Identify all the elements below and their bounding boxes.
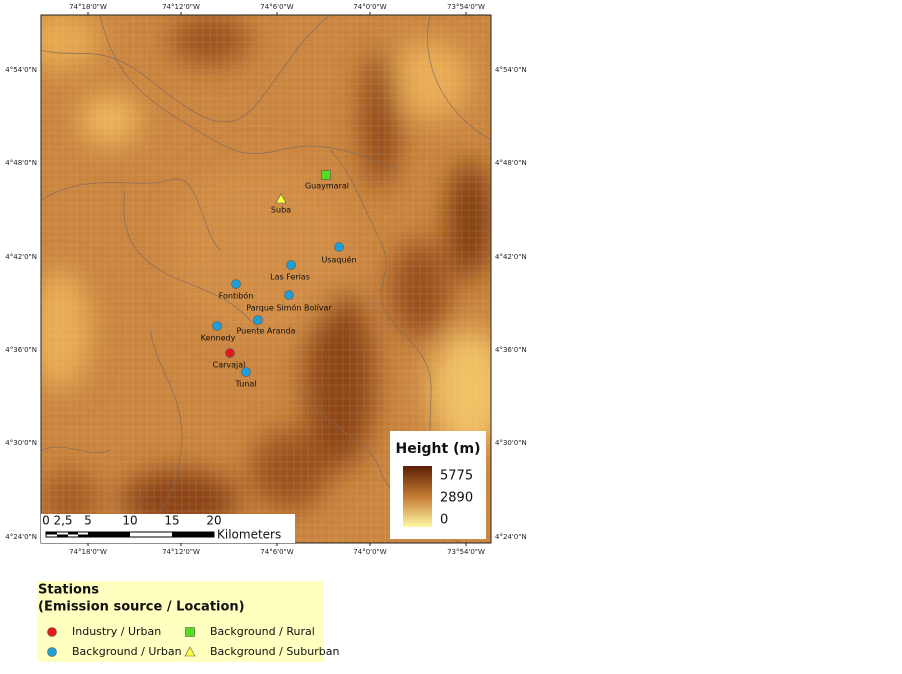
station-label: Kennedy [201, 334, 236, 343]
lon-label: 74°12'0"W [162, 3, 200, 11]
lat-label: 4°30'0"N [495, 439, 527, 447]
legend-entry: Industry / Urban [72, 625, 161, 638]
terrain [41, 15, 491, 543]
height-min: 0 [440, 513, 448, 528]
station-label: Parque Simón Bolívar [246, 303, 332, 313]
height-max: 5775 [440, 469, 473, 484]
station-marker [321, 170, 331, 180]
station-marker [241, 367, 251, 377]
scale-tick-label: 2,5 [53, 514, 72, 528]
lon-label: 74°6'0"W [260, 3, 293, 11]
station-marker [231, 279, 241, 289]
scale-bar [45, 531, 215, 538]
lon-label: 74°18'0"W [69, 548, 107, 556]
legend-entry: Background / Suburban [210, 645, 339, 658]
scale-bar-box [41, 514, 295, 543]
scale-tick-label: 0 [42, 514, 50, 528]
legend-symbol [184, 646, 196, 657]
station-marker [334, 242, 344, 252]
lat-label: 4°36'0"N [5, 346, 37, 354]
scale-tick-label: 20 [206, 514, 221, 528]
station-label: Tunal [235, 380, 257, 389]
legend-subtitle: (Emission source / Location) [38, 600, 245, 615]
height-legend-title: Height (m) [396, 441, 481, 457]
legend-symbol [47, 627, 57, 637]
lat-label: 4°54'0"N [495, 66, 527, 74]
lon-label: 74°6'0"W [260, 548, 293, 556]
legend-title: Stations [38, 583, 99, 598]
legend-entry: Background / Rural [210, 625, 315, 638]
lat-label: 4°24'0"N [5, 533, 37, 541]
station-marker [286, 260, 296, 270]
lat-label: 4°54'0"N [5, 66, 37, 74]
lat-label: 4°30'0"N [5, 439, 37, 447]
stations-legend-box [37, 581, 324, 662]
scale-tick-label: 5 [84, 514, 92, 528]
lat-label: 4°42'0"N [5, 253, 37, 261]
station-marker [275, 193, 287, 204]
lat-label: 4°48'0"N [5, 159, 37, 167]
lat-label: 4°36'0"N [495, 346, 527, 354]
station-marker [225, 348, 235, 358]
station-marker [212, 321, 222, 331]
lat-label: 4°48'0"N [495, 159, 527, 167]
station-label: Puente Aranda [236, 327, 295, 336]
lat-label: 4°24'0"N [495, 533, 527, 541]
lon-label: 74°0'0"W [353, 3, 386, 11]
scale-tick-label: 15 [164, 514, 179, 528]
station-marker [253, 315, 263, 325]
lon-label: 74°12'0"W [162, 548, 200, 556]
station-label: Suba [271, 206, 291, 215]
scale-tick-label: 10 [122, 514, 137, 528]
station-marker [284, 290, 294, 300]
scale-unit: Kilometers [217, 528, 281, 542]
lat-label: 4°42'0"N [495, 253, 527, 261]
lon-label: 73°54'0"W [447, 3, 485, 11]
legend-symbol [47, 647, 57, 657]
station-label: Carvajal [213, 361, 246, 370]
lon-label: 74°18'0"W [69, 3, 107, 11]
legend-entry: Background / Urban [72, 645, 182, 658]
station-label: Usaquén [321, 255, 356, 265]
lon-label: 73°54'0"W [447, 548, 485, 556]
legend-symbol [185, 627, 195, 637]
height-ramp [403, 466, 432, 527]
station-label: Guaymaral [305, 182, 349, 191]
station-label: Las Ferias [270, 273, 310, 282]
height-mid: 2890 [440, 491, 473, 506]
lon-label: 74°0'0"W [353, 548, 386, 556]
station-label: Fontibón [219, 291, 254, 301]
